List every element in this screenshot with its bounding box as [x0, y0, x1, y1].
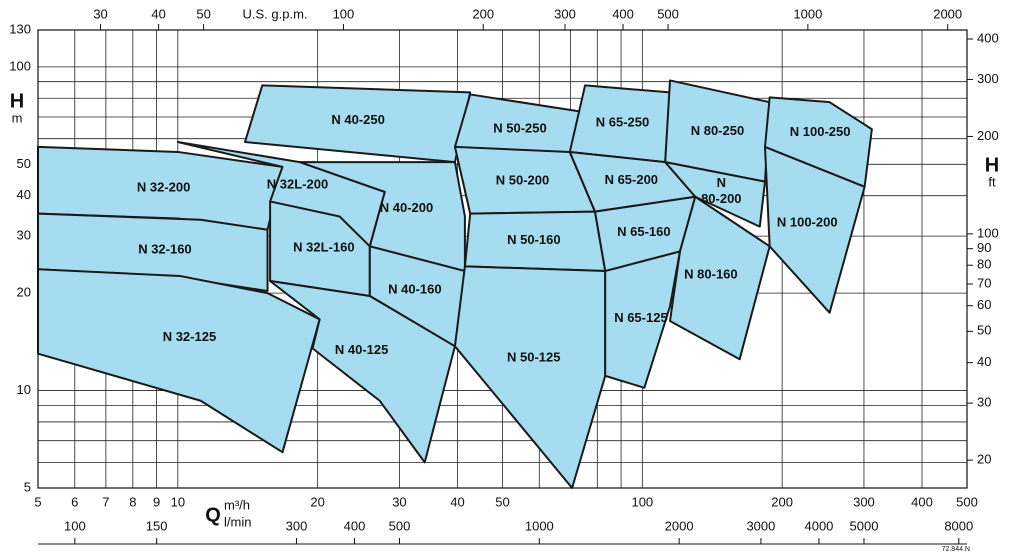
bottom2-tick-label: 500 — [389, 518, 411, 533]
x-tick-label: 50 — [495, 494, 509, 509]
y-tick-label: 20 — [17, 285, 31, 300]
x-axis-unit: m³/h — [224, 497, 250, 512]
region-label: N 80-200 — [701, 175, 741, 206]
pump-region — [269, 280, 456, 464]
top-tick-label: 2000 — [933, 6, 962, 21]
x-tick-label: 200 — [771, 494, 793, 509]
y2-tick-label: 100 — [977, 225, 999, 240]
x-tick-label: 40 — [450, 494, 464, 509]
region-label: N 100-250 — [790, 124, 851, 139]
y2-tick-label: 60 — [977, 297, 991, 312]
x-axis-label: Q — [205, 504, 221, 526]
region-label: N 65-160 — [617, 224, 670, 239]
top-tick-label: 500 — [657, 6, 679, 21]
x-tick-label: 10 — [171, 494, 185, 509]
y-axis-unit: m — [12, 110, 23, 125]
region-label: N 65-200 — [605, 172, 658, 187]
y-tick-label: 130 — [9, 21, 31, 36]
top-tick-label: 40 — [151, 6, 165, 21]
bottom2-tick-label: 3000 — [746, 518, 775, 533]
y2-tick-label: 200 — [977, 128, 999, 143]
y-tick-label: 100 — [9, 58, 31, 73]
x-tick-label: 9 — [153, 494, 160, 509]
top-axis-label: U.S. g.p.m. — [242, 6, 307, 21]
y-tick-label: 50 — [17, 156, 31, 171]
y2-tick-label: 40 — [977, 354, 991, 369]
top-tick-label: 50 — [196, 6, 210, 21]
x-tick-label: 6 — [71, 494, 78, 509]
region-label: N 65-250 — [596, 114, 649, 129]
region-label: N 32-125 — [163, 329, 216, 344]
region-label: N 40-125 — [335, 342, 388, 357]
x-tick-label: 8 — [129, 494, 136, 509]
region-label: N 50-125 — [507, 349, 560, 364]
region-label: N 50-160 — [507, 232, 560, 247]
bottom2-tick-label: 1000 — [525, 518, 554, 533]
top-tick-label: 30 — [93, 6, 107, 21]
x-tick-label: 400 — [911, 494, 933, 509]
bottom2-tick-label: 100 — [64, 518, 86, 533]
x-tick-label: 20 — [310, 494, 324, 509]
region-label: N 40-250 — [331, 112, 384, 127]
pump-region — [604, 250, 681, 389]
y2-tick-label: 300 — [977, 71, 999, 86]
footnote: 72.844.N — [942, 546, 970, 553]
regions — [37, 79, 873, 489]
y2-axis-label: H — [985, 154, 999, 176]
region-label: N 100-200 — [777, 215, 838, 230]
x-tick-label: 7 — [102, 494, 109, 509]
top-tick-label: 100 — [333, 6, 355, 21]
top-tick-label: 200 — [472, 6, 494, 21]
plot-frame — [37, 29, 968, 489]
y2-tick-label: 90 — [977, 240, 991, 255]
region-label: N 40-200 — [380, 200, 433, 215]
region-label: N 40-160 — [388, 281, 441, 296]
x-tick-label: 500 — [956, 494, 978, 509]
y-tick-label: 30 — [17, 228, 31, 243]
bottom2-tick-label: 400 — [344, 518, 366, 533]
x-tick-label: 300 — [853, 494, 875, 509]
region-label: N 32L-200 — [267, 177, 328, 192]
y2-tick-label: 20 — [977, 452, 991, 467]
region-label: N 65-125 — [614, 310, 667, 325]
region-label: N 50-250 — [493, 120, 546, 135]
bottom2-tick-label: 300 — [286, 518, 308, 533]
bottom2-tick-label: 2000 — [665, 518, 694, 533]
region-label: N 32-200 — [137, 179, 190, 194]
region-label: N 32L-160 — [293, 240, 354, 255]
pump-region — [664, 161, 767, 228]
bottom2-axis-label: l/min — [224, 514, 251, 529]
y2-tick-label: 400 — [977, 30, 999, 45]
bottom2-tick-label: 150 — [146, 518, 168, 533]
region-label: N 32-160 — [138, 242, 191, 257]
y2-tick-label: 80 — [977, 257, 991, 272]
bottom2-tick-label: 5000 — [850, 518, 879, 533]
bottom2-tick-label: 8000 — [944, 518, 973, 533]
x-tick-label: 30 — [392, 494, 406, 509]
region-label: N 80-250 — [691, 123, 744, 138]
y-axis-label: H — [10, 90, 24, 112]
y-tick-label: 40 — [17, 187, 31, 202]
x-tick-label: 100 — [631, 494, 653, 509]
frame — [37, 29, 968, 489]
top-tick-label: 300 — [554, 6, 576, 21]
pump-region — [764, 145, 866, 314]
pump-region — [37, 268, 321, 454]
y-tick-label: 10 — [17, 382, 31, 397]
y2-tick-label: 70 — [977, 275, 991, 290]
pump-region — [668, 195, 771, 361]
top-tick-label: 1000 — [793, 6, 822, 21]
bottom2-tick-label: 4000 — [804, 518, 833, 533]
region-label: N 50-200 — [496, 172, 549, 187]
x-tick-label: 5 — [34, 494, 41, 509]
y2-tick-label: 30 — [977, 395, 991, 410]
y2-tick-label: 50 — [977, 323, 991, 338]
y-tick-label: 5 — [24, 479, 31, 494]
top-tick-label: 400 — [612, 6, 634, 21]
pump-region — [764, 96, 873, 188]
region-label: N 80-160 — [684, 266, 737, 281]
y2-axis-unit: ft — [988, 174, 996, 189]
